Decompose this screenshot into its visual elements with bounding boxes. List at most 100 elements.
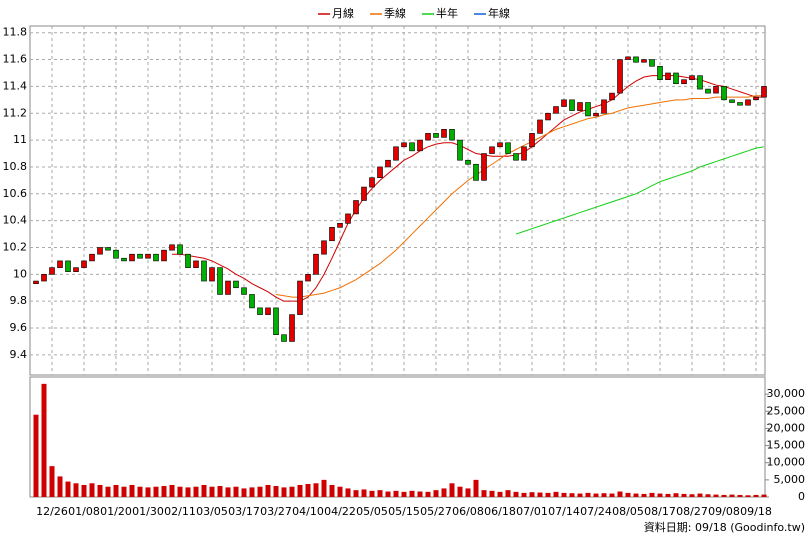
volume-bar	[105, 486, 111, 497]
volume-bar	[81, 485, 87, 497]
legend-label: 半年	[436, 6, 458, 20]
volume-bar	[313, 483, 319, 497]
volume-bar	[593, 493, 599, 497]
candle-body	[353, 200, 359, 215]
volume-bar	[441, 488, 447, 497]
x-tick-label: 08/17	[644, 505, 676, 518]
x-tick-label: 04/22	[324, 505, 356, 518]
y-tick-label: 9.8	[10, 294, 28, 307]
candle-body	[433, 133, 439, 138]
x-tick-label: 03/05	[196, 505, 228, 518]
y-tick-label: 10.4	[3, 214, 28, 227]
y-tick-label: 9.6	[10, 321, 28, 334]
volume-bar	[249, 487, 255, 497]
volume-bar	[393, 490, 399, 497]
y2-tick-label: 0	[798, 490, 805, 503]
candle-body	[497, 142, 503, 148]
candle-body	[121, 257, 127, 262]
y-tick-label: 10.8	[3, 160, 28, 173]
candle-body	[457, 139, 463, 161]
y2-tick-label: 30,000	[767, 387, 806, 400]
volume-bar	[153, 486, 159, 497]
candle-body	[489, 146, 495, 154]
volume-bar	[689, 494, 695, 497]
candle-body	[425, 133, 431, 141]
candle-body	[385, 159, 391, 168]
volume-bar	[417, 491, 423, 497]
volume-bar	[193, 486, 199, 497]
candle-body	[561, 99, 567, 107]
candle-body	[393, 146, 399, 161]
candle-body	[73, 267, 79, 272]
x-tick-label: 01/20	[100, 505, 132, 518]
volume-bar	[625, 492, 631, 497]
candle-body	[721, 86, 727, 101]
volume-bar	[369, 490, 375, 497]
volume-bar	[489, 490, 495, 497]
y-tick-label: 11	[13, 133, 27, 146]
volume-bar	[233, 486, 239, 497]
candle-body	[169, 244, 175, 251]
candle-body	[657, 65, 663, 80]
x-tick-label: 05/15	[388, 505, 420, 518]
candle-body	[297, 280, 303, 315]
volume-bar	[329, 485, 335, 497]
candle-body	[305, 274, 311, 282]
volume-bar	[345, 488, 351, 497]
x-tick-label: 12/26	[36, 505, 68, 518]
candle-body	[289, 314, 295, 342]
candle-body	[529, 133, 535, 148]
candle-body	[537, 119, 543, 134]
volume-bar	[697, 493, 703, 497]
volume-bar	[745, 495, 751, 497]
volume-bar	[545, 492, 551, 497]
candle-body	[609, 92, 615, 101]
volume-bar	[465, 488, 471, 497]
volume-bar	[217, 486, 223, 497]
x-tick-label: 07/01	[516, 505, 548, 518]
volume-bar	[353, 490, 359, 497]
ma-line	[515, 146, 765, 235]
volume-bar	[681, 493, 687, 497]
candle-body	[553, 106, 559, 114]
volume-bar	[537, 492, 543, 497]
y2-tick-label: 15,000	[767, 439, 806, 452]
candle-body	[185, 253, 191, 268]
candle-body	[761, 86, 767, 98]
x-tick-label: 03/27	[260, 505, 292, 518]
volume-bar	[321, 479, 327, 497]
x-tick-label: 03/17	[228, 505, 260, 518]
candle-body	[33, 280, 39, 285]
candle-body	[681, 79, 687, 85]
candle-body	[729, 99, 735, 103]
volume-bar	[297, 485, 303, 497]
volume-bar	[577, 493, 583, 497]
volume-bar	[569, 493, 575, 497]
candle-body	[249, 294, 255, 309]
candle-body	[273, 307, 279, 336]
candle-body	[65, 260, 71, 272]
volume-bar	[89, 483, 95, 497]
x-tick-label: 01/08	[68, 505, 100, 518]
volume-bar	[145, 487, 151, 497]
candle-body	[145, 253, 151, 259]
candle-body	[545, 112, 551, 121]
candle-body	[377, 166, 383, 178]
volume-bar	[225, 487, 231, 497]
y-tick-label: 11.8	[3, 26, 28, 39]
y2-tick-label: 5,000	[774, 473, 806, 486]
x-tick-label: 05/05	[356, 505, 388, 518]
candle-body	[369, 177, 375, 188]
candle-body	[617, 59, 623, 94]
candle-body	[201, 260, 207, 282]
volume-bar	[201, 485, 207, 497]
legend-label: 月線	[332, 6, 354, 20]
volume-bar	[705, 494, 711, 497]
y-tick-label: 9.4	[10, 348, 28, 361]
volume-bar	[57, 476, 63, 497]
x-tick-label: 09/18	[740, 505, 772, 518]
candle-body	[465, 159, 471, 165]
candle-body	[441, 129, 447, 138]
candle-body	[257, 307, 263, 315]
